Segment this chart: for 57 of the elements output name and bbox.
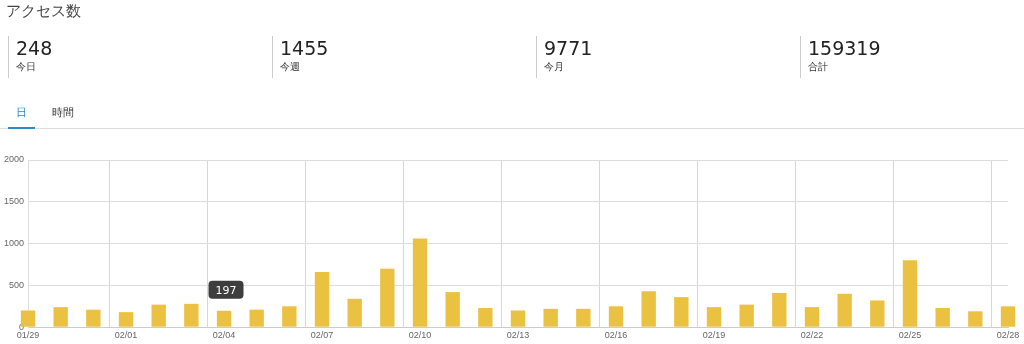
- bar: [902, 260, 918, 327]
- y-tick-label: 2000: [3, 154, 25, 165]
- bar: [314, 272, 330, 327]
- text: 9771: [544, 36, 593, 60]
- x-tick-label: 02/13: [506, 330, 530, 341]
- bar: [86, 309, 101, 327]
- bar: [118, 312, 134, 327]
- bar: [641, 291, 656, 327]
- bar: [608, 306, 624, 327]
- bar: [935, 307, 950, 327]
- text: 今日: [16, 60, 37, 73]
- bar: [347, 298, 362, 327]
- bar: [772, 292, 787, 327]
- bar: [216, 310, 232, 327]
- bar: [412, 238, 428, 327]
- x-tick-label: 02/10: [408, 330, 432, 341]
- x-tick-label: 02/16: [604, 330, 628, 341]
- bar: [706, 307, 722, 327]
- text: 1455: [280, 36, 329, 60]
- text: 日: [8, 105, 35, 129]
- text: 今週: [280, 60, 301, 73]
- annotation: 197: [215, 283, 237, 297]
- bar: [837, 293, 852, 327]
- x-tick-label: 02/19: [702, 330, 726, 341]
- text: 159319: [808, 36, 881, 60]
- bar: [184, 303, 199, 327]
- bar: [1000, 306, 1016, 327]
- bar: [674, 297, 689, 327]
- bar: [478, 307, 493, 327]
- bar: [380, 268, 395, 327]
- text: 時間: [51, 105, 75, 121]
- bar: [543, 308, 558, 327]
- x-tick-label: 02/07: [310, 330, 334, 341]
- bar: [968, 311, 983, 327]
- bar: [576, 308, 591, 327]
- x-tick-label: 01/29: [16, 330, 40, 341]
- x-tick-label: 02/28: [996, 330, 1020, 341]
- bar: [739, 304, 754, 327]
- y-tick-label: 500: [8, 279, 25, 290]
- text: 今月: [544, 60, 565, 73]
- bar: [282, 306, 297, 327]
- bar: [53, 307, 68, 327]
- x-tick-label: 02/25: [898, 330, 922, 341]
- bar: [510, 310, 526, 327]
- text: アクセス数: [6, 2, 81, 21]
- bar: [804, 307, 820, 327]
- text: 248: [16, 36, 53, 60]
- bar: [445, 292, 460, 327]
- x-tick-label: 02/04: [212, 330, 236, 341]
- x-tick-label: 02/01: [114, 330, 138, 341]
- y-tick-label: 1000: [3, 238, 25, 249]
- x-tick-label: 02/22: [800, 330, 824, 341]
- bar: [151, 304, 166, 327]
- bar: [870, 300, 885, 327]
- y-tick-label: 1500: [3, 196, 25, 207]
- text: 合計: [808, 60, 829, 73]
- bar: [249, 309, 264, 327]
